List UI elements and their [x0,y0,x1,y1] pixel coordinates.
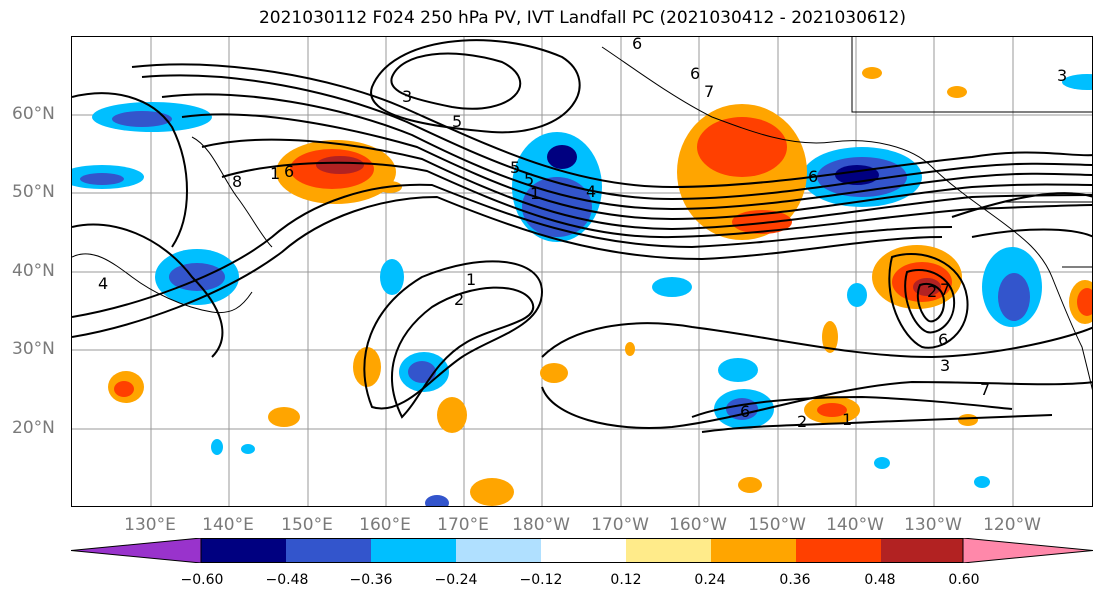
lon-label: 180°W [512,515,570,535]
contour-label: 4 [98,274,108,293]
contour-label: 6 [690,64,700,83]
contour-label: 7 [940,280,950,299]
colorbar-tick-label: 0.48 [864,572,896,588]
contour-label: 1 [466,270,476,289]
lon-label: 130°E [124,515,176,535]
map-panel: 6 5 3 3 7 6 6 5 1 2 4 7 6 8 1 2 1 2 6 7 … [71,36,1093,507]
contour-label: 2 [454,290,464,309]
contour-label: 5 [524,170,534,189]
contour-label: 1 [270,164,280,183]
contour-label: 3 [1057,66,1067,85]
contour-label: 2 [927,282,937,301]
colorbar-segment [626,538,711,563]
lon-label: 140°W [826,515,884,535]
colorbar-tick-label: −0.36 [349,572,393,588]
contour-label: 8 [232,172,242,191]
colorbar-tick-label: 0.12 [610,572,642,588]
lat-label-30n: 30°N [12,339,55,359]
contour-label-group: 6 5 3 3 7 6 6 5 1 2 4 7 6 8 1 2 1 2 6 7 … [98,37,1067,431]
coastlines [72,37,1092,391]
contour-label: 6 [284,162,294,181]
contour-label: 3 [402,87,412,106]
contour-label: 6 [808,167,818,186]
contour-label: 6 [740,402,750,421]
colorbar-segment [371,538,456,563]
map-title: 2021030112 F024 250 hPa PV, IVT Landfall… [258,8,906,28]
lat-label-40n: 40°N [12,261,55,281]
lat-label-20n: 20°N [12,418,55,438]
lon-label: 140°E [202,515,254,535]
contour-label: 5 [452,112,462,131]
lon-label: 130°W [904,515,962,535]
lon-label: 170°E [437,515,489,535]
contour-label: 1 [842,410,852,429]
lon-label: 160°E [359,515,411,535]
contour-label: 7 [704,82,714,101]
contour-label: 2 [797,412,807,431]
colorbar-segment [711,538,796,563]
lat-label-60n: 60°N [12,104,55,124]
colorbar-segment [201,538,286,563]
pv-contours [72,39,1092,433]
colorbar-segment [286,538,371,563]
colorbar-segment [456,538,541,563]
contour-label: 1 [530,184,540,203]
negative-anomaly-regions [72,74,1092,506]
colorbar-tick-label: −0.24 [434,572,478,588]
lon-label: 120°W [983,515,1041,535]
colorbar-tick-label: 0.36 [779,572,811,588]
contour-label: 6 [938,330,948,349]
lon-label: 170°W [591,515,649,535]
colorbar-segment [541,538,626,563]
contour-label: 6 [632,37,642,53]
lat-label-50n: 50°N [12,182,55,202]
colorbar-extend-low [70,537,202,564]
colorbar [70,537,1094,564]
colorbar-tick-label: −0.12 [519,572,563,588]
colorbar-svg [70,537,1094,564]
colorbar-tick-label: −0.48 [265,572,309,588]
lon-label: 150°E [281,515,333,535]
colorbar-extend-high [962,537,1094,564]
lon-label: 160°W [669,515,727,535]
contour-label: 4 [586,182,596,201]
colorbar-tick-label: 0.24 [694,572,726,588]
colorbar-segment [796,538,881,563]
map-svg: 6 5 3 3 7 6 6 5 1 2 4 7 6 8 1 2 1 2 6 7 … [72,37,1092,506]
contour-label: 7 [980,380,990,399]
colorbar-tick-label: −0.60 [180,572,224,588]
lon-label: 150°W [748,515,806,535]
contour-label: 3 [940,356,950,375]
contour-label: 5 [510,158,520,177]
colorbar-segment [881,538,963,563]
colorbar-tick-label: 0.60 [948,572,980,588]
